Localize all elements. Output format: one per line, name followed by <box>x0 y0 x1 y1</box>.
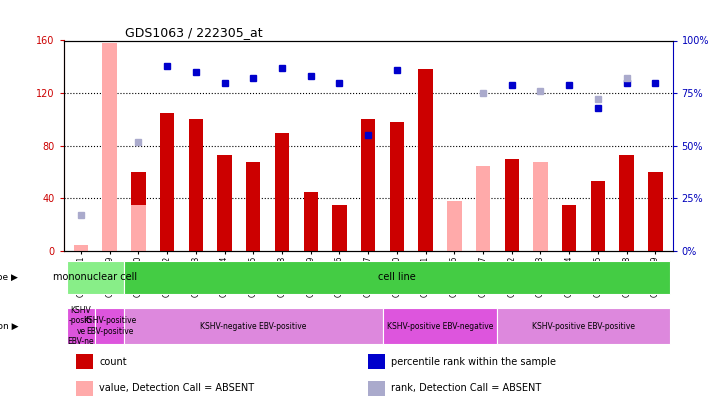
Bar <box>124 261 670 294</box>
Bar <box>74 245 88 251</box>
Text: infection ▶: infection ▶ <box>0 322 18 330</box>
Bar <box>447 201 462 251</box>
Bar <box>67 261 124 294</box>
Bar <box>160 113 174 251</box>
Bar <box>418 70 433 251</box>
Text: mononuclear cell: mononuclear cell <box>53 273 137 282</box>
Bar <box>476 166 490 251</box>
Bar <box>246 162 261 251</box>
Bar <box>368 381 385 396</box>
Bar <box>217 155 232 251</box>
Bar <box>389 122 404 251</box>
Bar <box>649 172 663 251</box>
Bar <box>498 308 670 344</box>
Bar <box>74 245 88 251</box>
Bar <box>562 205 576 251</box>
Text: cell type ▶: cell type ▶ <box>0 273 18 282</box>
Text: percentile rank within the sample: percentile rank within the sample <box>392 357 556 367</box>
Text: GDS1063 / 222305_at: GDS1063 / 222305_at <box>125 26 262 39</box>
Bar <box>131 172 146 251</box>
Bar <box>96 308 124 344</box>
Text: KSHV-negative EBV-positive: KSHV-negative EBV-positive <box>200 322 307 330</box>
Bar <box>382 308 498 344</box>
Bar <box>76 354 93 369</box>
Bar <box>332 205 347 251</box>
Text: value, Detection Call = ABSENT: value, Detection Call = ABSENT <box>99 383 254 393</box>
Bar <box>361 119 375 251</box>
Bar <box>533 162 548 251</box>
Bar <box>275 133 289 251</box>
Text: KSHV
-positi
ve
EBV-ne: KSHV -positi ve EBV-ne <box>68 306 94 346</box>
Bar <box>368 354 385 369</box>
Text: rank, Detection Call = ABSENT: rank, Detection Call = ABSENT <box>392 383 542 393</box>
Bar <box>188 119 203 251</box>
Bar <box>131 205 146 251</box>
Bar <box>304 192 318 251</box>
Text: count: count <box>99 357 127 367</box>
Text: KSHV-positive EBV-positive: KSHV-positive EBV-positive <box>532 322 635 330</box>
Bar <box>103 43 117 251</box>
Bar <box>76 381 93 396</box>
Bar <box>124 308 382 344</box>
Text: KSHV-positive EBV-negative: KSHV-positive EBV-negative <box>387 322 493 330</box>
Bar <box>505 159 519 251</box>
Text: KSHV-positive
EBV-positive: KSHV-positive EBV-positive <box>83 316 137 336</box>
Text: cell line: cell line <box>378 273 416 282</box>
Bar <box>620 155 634 251</box>
Bar <box>590 181 605 251</box>
Bar <box>67 308 96 344</box>
